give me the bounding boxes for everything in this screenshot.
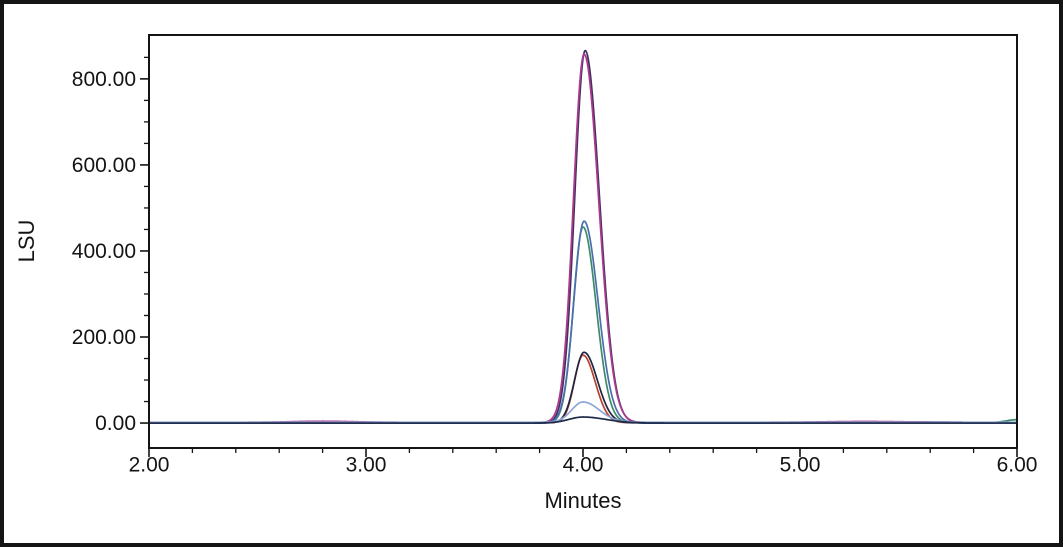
- trace-level-3-replicate-a: [149, 351, 1017, 424]
- y-tick-label: 200.00: [72, 326, 136, 349]
- y-axis-title: LSU: [14, 220, 39, 263]
- x-axis-title: Minutes: [544, 488, 621, 513]
- y-tick-label: 0.00: [95, 412, 136, 435]
- x-tick-label: 3.00: [346, 454, 387, 477]
- x-tick-label: 2.00: [129, 454, 170, 477]
- y-tick-label: 800.00: [72, 68, 136, 91]
- y-tick-label: 400.00: [72, 240, 136, 263]
- trace-level-5-replicate-b: [149, 49, 1017, 424]
- x-tick-label: 4.00: [563, 454, 604, 477]
- trace-level-2: [149, 401, 1017, 424]
- tick-labels-group: 2.00 3.00 4.00 5.00 6.00 0.00 200.00 400.00 600.…: [72, 68, 1038, 477]
- plot-border: [148, 34, 1018, 449]
- x-tick-label: 6.00: [997, 454, 1038, 477]
- trace-level-4-replicate-a: [149, 220, 1017, 424]
- trace-level-1: [149, 416, 1017, 424]
- trace-level-5-replicate-a: [149, 53, 1017, 424]
- trace-level-3-replicate-b: [149, 354, 1017, 424]
- axes-group: [140, 34, 1018, 457]
- x-tick-label: 5.00: [780, 454, 821, 477]
- traces-group: [149, 49, 1017, 424]
- y-tick-label: 600.00: [72, 154, 136, 177]
- trace-level-4-replicate-b: [149, 226, 1017, 424]
